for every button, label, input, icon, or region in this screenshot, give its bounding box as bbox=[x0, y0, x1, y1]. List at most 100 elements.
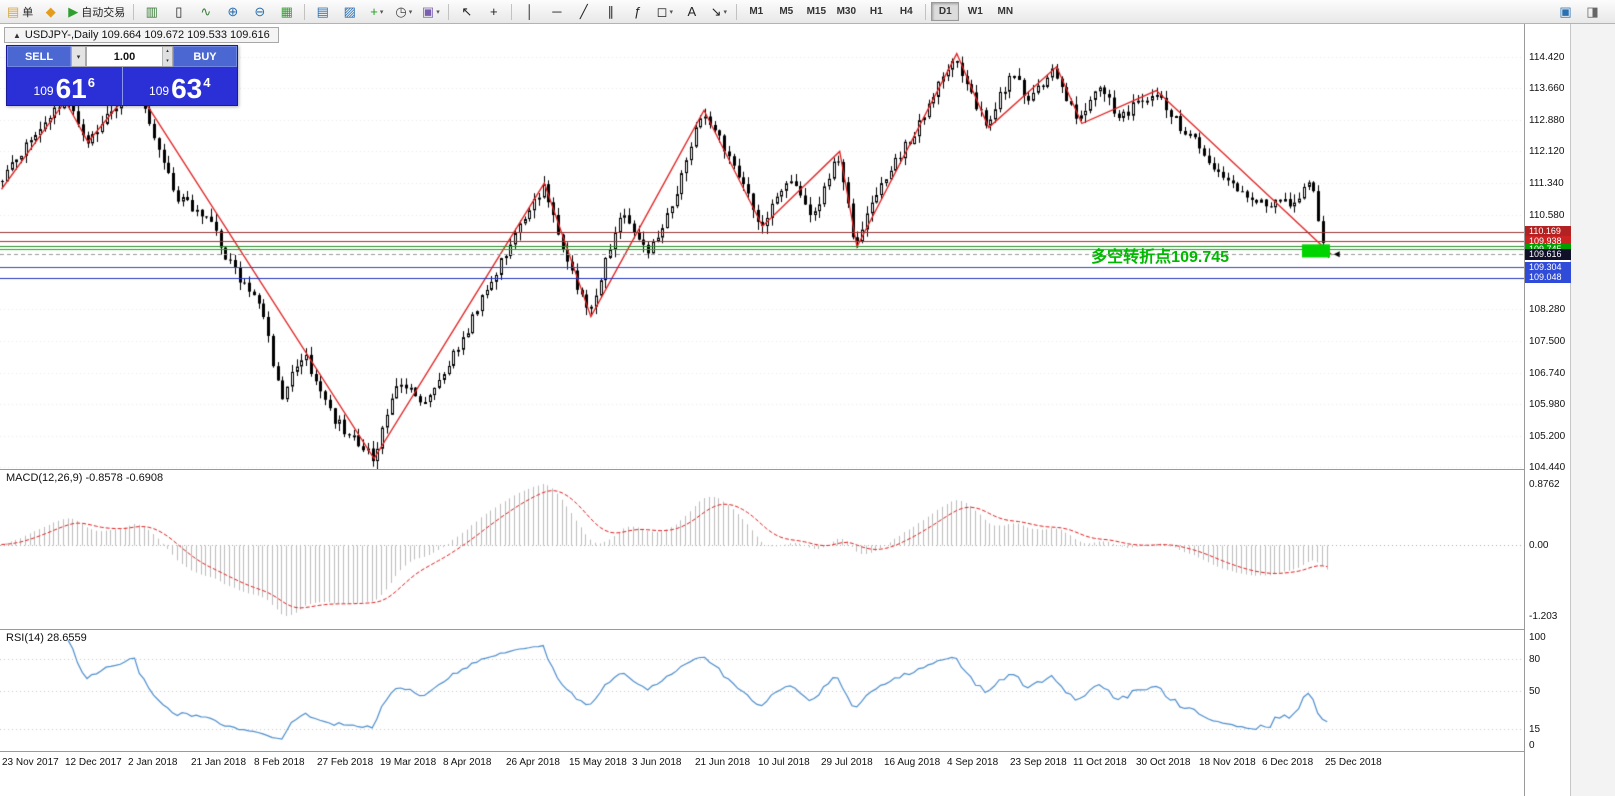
sell-button[interactable]: SELL bbox=[7, 46, 71, 67]
timeframe-d1-button[interactable]: D1 bbox=[931, 2, 960, 21]
text-label-icon: A bbox=[687, 4, 697, 19]
arrange-windows-icon: ▨ bbox=[343, 4, 356, 19]
charts-list-button[interactable]: ▤ bbox=[310, 1, 335, 22]
sell-price[interactable]: 109 61 6 bbox=[7, 67, 122, 105]
panel-toggle-button[interactable]: ◨ bbox=[1580, 1, 1605, 22]
time-axis-label: 8 Feb 2018 bbox=[254, 757, 305, 768]
horizontal-line-button[interactable]: ─ bbox=[544, 1, 569, 22]
buy-price-prefix: 109 bbox=[149, 84, 170, 98]
periods-button[interactable]: ◷ ▾ bbox=[391, 1, 416, 22]
macd-canvas[interactable] bbox=[0, 470, 1524, 630]
chevron-down-icon: ▾ bbox=[669, 8, 673, 16]
arrows-button[interactable]: ↘ ▾ bbox=[706, 1, 731, 22]
line-chart-button[interactable]: ∿ bbox=[193, 1, 218, 22]
price-axis-label: 105.980 bbox=[1529, 398, 1566, 410]
periods-icon: ◷ bbox=[395, 4, 407, 19]
new-order-button[interactable]: ▤ 单 bbox=[4, 1, 36, 22]
chart-window-button[interactable]: ▣ bbox=[1553, 1, 1578, 22]
rsi-axis-label: 100 bbox=[1529, 632, 1546, 643]
timeframe-m15-button[interactable]: M15 bbox=[806, 6, 827, 17]
pane-splitter[interactable] bbox=[0, 469, 1570, 470]
vertical-line-icon: │ bbox=[525, 4, 534, 19]
indicators-icon: + bbox=[370, 4, 378, 19]
time-axis-label: 10 Jul 2018 bbox=[758, 757, 810, 768]
time-axis-label: 4 Sep 2018 bbox=[947, 757, 999, 768]
time-axis-label: 26 Apr 2018 bbox=[506, 757, 560, 768]
macd-axis-label: 0.00 bbox=[1529, 539, 1549, 551]
auto-trading-button[interactable]: ▶ 自动交易 bbox=[65, 1, 128, 22]
trendline-button[interactable]: ╱ bbox=[571, 1, 596, 22]
price-axis-label: 108.280 bbox=[1529, 304, 1566, 316]
timeframe-m5-button[interactable]: M5 bbox=[779, 6, 794, 17]
equidistant-channel-button[interactable]: ∥ bbox=[598, 1, 623, 22]
time-axis-label: 23 Nov 2017 bbox=[2, 757, 59, 768]
volume-dropdown-button[interactable]: ▾ bbox=[71, 46, 86, 67]
rsi-axis-label: 80 bbox=[1529, 653, 1541, 665]
shapes-button[interactable]: ◻ ▾ bbox=[652, 1, 677, 22]
volume-input[interactable] bbox=[87, 47, 162, 66]
toolbar-separator bbox=[736, 3, 738, 20]
timeframe-h4-button[interactable]: H4 bbox=[899, 6, 913, 17]
volume-decrease-button[interactable]: ▾ bbox=[162, 56, 172, 66]
price-axis-label: 110.580 bbox=[1529, 209, 1565, 221]
macd-axis-label: 0.8762 bbox=[1529, 479, 1560, 490]
toolbar-separator bbox=[448, 3, 450, 20]
crosshair-button[interactable]: + bbox=[481, 1, 506, 22]
toolbar: ▤ 单 ◆ ▶ 自动交易 ▥ ▯ ∿ ⊕ ⊖ ▦ ▤ ▨ + ▾ ◷ ▾ ▣ ▾ ↖ + │ ─ ╱ ∥ ƒ ◻ ▾ A ↘ ▾ M1 M5 M1… bbox=[0, 0, 1615, 24]
zoom-out-icon: ⊖ bbox=[254, 4, 266, 19]
alerts-button[interactable]: ◆ bbox=[38, 1, 63, 22]
fibonacci-button[interactable]: ƒ bbox=[625, 1, 650, 22]
time-axis-label: 21 Jun 2018 bbox=[695, 757, 751, 768]
fibonacci-icon: ƒ bbox=[634, 4, 642, 19]
templates-button[interactable]: ▣ ▾ bbox=[418, 1, 443, 22]
vertical-line-button[interactable]: │ bbox=[517, 1, 542, 22]
timeframe-w1-button[interactable]: W1 bbox=[967, 6, 983, 17]
indicators-button[interactable]: + ▾ bbox=[364, 1, 389, 22]
candlestick-chart-button[interactable]: ▯ bbox=[166, 1, 191, 22]
tile-windows-button[interactable]: ▦ bbox=[274, 1, 299, 22]
chevron-down-icon: ▾ bbox=[379, 8, 384, 16]
zoom-out-button[interactable]: ⊖ bbox=[247, 1, 272, 22]
price-axis-label: 112.880 bbox=[1529, 115, 1565, 127]
bar-chart-button[interactable]: ▥ bbox=[139, 1, 164, 22]
rsi-canvas[interactable] bbox=[0, 630, 1524, 752]
macd-axis-label: -1.203 bbox=[1529, 611, 1558, 622]
pane-splitter[interactable] bbox=[0, 629, 1570, 630]
text-label-button[interactable]: A bbox=[679, 1, 704, 22]
rsi-axis-label: 15 bbox=[1529, 723, 1541, 735]
price-axis-label: 114.420 bbox=[1529, 51, 1565, 63]
candlestick-chart-icon: ▯ bbox=[175, 4, 183, 19]
price-tag: 109.938 bbox=[1525, 235, 1571, 247]
timeframe-m1-button[interactable]: M1 bbox=[749, 6, 764, 17]
price-chart-canvas[interactable] bbox=[0, 24, 1524, 470]
price-axis-label: 113.660 bbox=[1529, 83, 1565, 95]
pane-splitter bbox=[0, 751, 1570, 752]
timeframe-mn-button[interactable]: MN bbox=[997, 6, 1014, 17]
price-axis-label: 112.120 bbox=[1529, 146, 1565, 158]
time-axis-label: 6 Dec 2018 bbox=[1262, 757, 1314, 768]
chart-symbol-icon: ▲ bbox=[13, 30, 21, 40]
equidistant-channel-icon: ∥ bbox=[607, 4, 615, 19]
arrange-windows-button[interactable]: ▨ bbox=[337, 1, 362, 22]
cursor-button[interactable]: ↖ bbox=[454, 1, 479, 22]
time-axis-label: 16 Aug 2018 bbox=[884, 757, 941, 768]
timeframe-bar: M1 M5 M15 M30 H1 H4 D1 W1 MN bbox=[741, 2, 1020, 21]
timeframe-m30-button[interactable]: M30 bbox=[836, 6, 857, 17]
toolbar-right-group: ▣ ◨ bbox=[1552, 1, 1606, 22]
time-axis-label: 8 Apr 2018 bbox=[443, 757, 492, 768]
price-tag: 109.616 bbox=[1525, 248, 1571, 260]
time-axis-label: 21 Jan 2018 bbox=[191, 757, 247, 768]
timeframe-h1-button[interactable]: H1 bbox=[869, 6, 883, 17]
alerts-icon: ◆ bbox=[45, 4, 56, 19]
macd-pane: MACD(12,26,9) -0.8578 -0.6908 bbox=[0, 470, 1524, 630]
crosshair-icon: + bbox=[490, 4, 498, 19]
buy-button[interactable]: BUY bbox=[173, 46, 237, 67]
volume-spinner: ▴ ▾ bbox=[162, 47, 172, 66]
zoom-in-button[interactable]: ⊕ bbox=[220, 1, 245, 22]
buy-price[interactable]: 109 63 4 bbox=[123, 67, 238, 105]
volume-increase-button[interactable]: ▴ bbox=[162, 47, 172, 57]
panel-toggle-icon: ◨ bbox=[1586, 4, 1599, 19]
time-axis-label: 23 Sep 2018 bbox=[1010, 757, 1067, 768]
rsi-axis-label: 0 bbox=[1529, 740, 1535, 751]
charts-list-icon: ▤ bbox=[316, 4, 329, 19]
